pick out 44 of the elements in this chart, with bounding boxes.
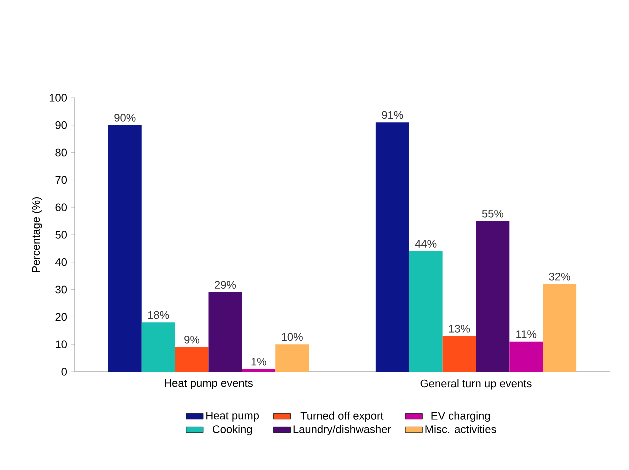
y-tick-label: 70: [56, 176, 68, 184]
y-axis-title: Percentage (%): [32, 197, 42, 272]
y-tick-label: 90: [56, 122, 68, 130]
y-tick-label: 100: [50, 94, 68, 102]
y-tick-label: 20: [56, 313, 68, 322]
bar: [175, 347, 209, 372]
legend-label: EV charging: [432, 412, 490, 422]
y-tick-label: 50: [56, 231, 68, 239]
data-label: 18%: [148, 311, 170, 320]
y-tick-label: 60: [56, 204, 68, 212]
y-tick-label: 10: [56, 340, 68, 348]
y-tick-label: 80: [56, 148, 68, 157]
bar: [276, 344, 310, 372]
bar: [242, 369, 276, 372]
y-tick-label: 40: [55, 258, 68, 266]
bar: [142, 322, 176, 372]
y-tick-label: 0: [62, 368, 68, 376]
bar: [376, 122, 410, 372]
data-label: 55%: [482, 210, 504, 218]
x-tick-label: Heat pump events: [165, 380, 253, 390]
bar: [543, 284, 577, 372]
data-label: 44%: [415, 240, 437, 248]
data-label: 1%: [252, 358, 266, 366]
legend-label: Heat pump: [206, 412, 259, 422]
legend-label: Misc. activities: [426, 425, 496, 434]
x-tick-label: General turn up events: [420, 380, 532, 390]
data-label: 32%: [549, 273, 570, 281]
data-label: 10%: [282, 333, 303, 342]
bar: [442, 336, 476, 372]
bar: [510, 342, 544, 372]
bar: [108, 125, 142, 372]
data-label: 11%: [516, 330, 537, 338]
legend-label: Cooking: [212, 425, 252, 436]
data-label: 13%: [449, 325, 470, 333]
legend-label: Turned off export: [300, 412, 384, 422]
legend-label: Laundry/dishwasher: [294, 425, 392, 436]
data-label: 9%: [184, 336, 200, 344]
bar: [476, 221, 510, 372]
bar: [409, 251, 443, 372]
data-label: 91%: [382, 111, 404, 120]
bar: [208, 292, 242, 372]
data-label: 90%: [114, 114, 136, 122]
y-tick-label: 30: [56, 286, 68, 294]
data-label: 29%: [215, 281, 236, 289]
